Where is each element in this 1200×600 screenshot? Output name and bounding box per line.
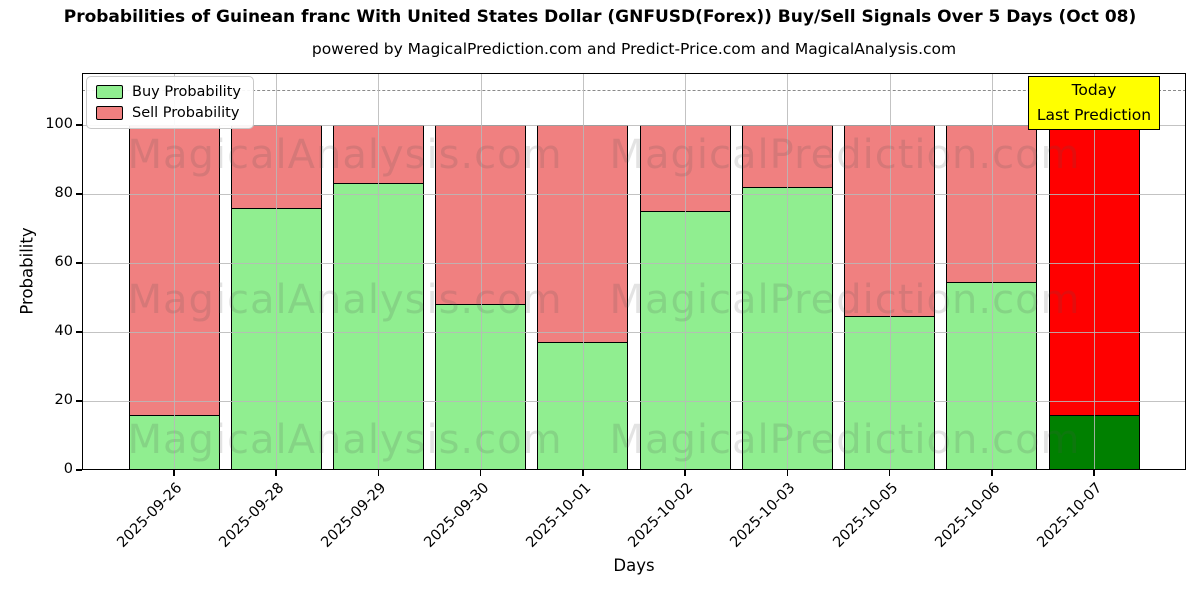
- h-gridline: [82, 193, 1186, 195]
- v-gridline: [582, 73, 584, 470]
- x-tick-mark: [173, 470, 175, 476]
- h-gridline: [82, 331, 1186, 333]
- watermark-text: MagicalPrediction.com: [609, 417, 1081, 463]
- watermark-text: MagicalAnalysis.com: [127, 132, 563, 178]
- v-gridline: [889, 73, 891, 470]
- x-tick-mark: [888, 470, 891, 476]
- y-tick-mark: [76, 331, 82, 333]
- y-tick-label: 60: [54, 253, 73, 270]
- y-tick-label: 40: [54, 322, 73, 339]
- h-gridline: [82, 262, 1186, 264]
- x-tick-mark: [582, 470, 584, 476]
- y-tick-label: 20: [54, 391, 73, 408]
- x-tick-mark: [684, 470, 686, 476]
- x-tick-mark: [377, 470, 380, 476]
- h-gridline: [82, 400, 1186, 402]
- threshold-dashed-line: [82, 90, 1186, 92]
- x-tick-mark: [479, 470, 482, 476]
- y-tick-mark: [76, 469, 82, 471]
- chart-subtitle: powered by MagicalPrediction.com and Pre…: [311, 40, 957, 58]
- y-tick-label: 100: [45, 115, 73, 132]
- legend-item-sell: Sell Probability: [96, 105, 241, 121]
- v-gridline: [276, 73, 278, 470]
- today-annotation-line1: Today: [1071, 81, 1117, 99]
- v-gridline: [1094, 73, 1095, 470]
- watermark-text: MagicalAnalysis.com: [127, 417, 563, 463]
- watermark-text: MagicalPrediction.com: [609, 132, 1081, 178]
- plot-area: Buy Probability Sell Probability Today L…: [82, 73, 1186, 470]
- v-gridline: [378, 73, 380, 470]
- x-tick-mark: [1093, 470, 1095, 476]
- legend: Buy Probability Sell Probability: [86, 76, 254, 129]
- y-tick-mark: [76, 400, 82, 402]
- v-gridline: [787, 73, 789, 470]
- y-tick-mark: [76, 262, 82, 264]
- legend-item-buy: Buy Probability: [96, 84, 241, 100]
- x-tick-mark: [991, 470, 993, 476]
- x-tick-mark: [786, 470, 789, 476]
- sell-swatch: [96, 106, 123, 120]
- v-gridline: [991, 73, 993, 470]
- v-gridline: [480, 73, 482, 470]
- today-annotation: Today Last Prediction: [1028, 76, 1160, 130]
- today-annotation-line2: Last Prediction: [1036, 105, 1152, 124]
- watermark-text: MagicalAnalysis.com: [127, 277, 563, 323]
- v-gridline: [174, 73, 175, 470]
- watermark-text: MagicalPrediction.com: [609, 277, 1081, 323]
- y-tick-label: 80: [54, 184, 73, 201]
- y-tick-mark: [76, 124, 82, 126]
- x-tick-mark: [275, 470, 277, 476]
- legend-label-sell: Sell Probability: [132, 105, 240, 121]
- y-tick-label: 0: [63, 461, 73, 477]
- chart-title: Probabilities of Guinean franc With Unit…: [63, 7, 1137, 27]
- v-gridline: [685, 73, 687, 470]
- h-gridline: [82, 124, 1186, 126]
- legend-label-buy: Buy Probability: [132, 84, 241, 100]
- buy-swatch: [96, 85, 123, 99]
- y-tick-mark: [76, 193, 82, 195]
- x-axis-label: Days: [613, 556, 655, 575]
